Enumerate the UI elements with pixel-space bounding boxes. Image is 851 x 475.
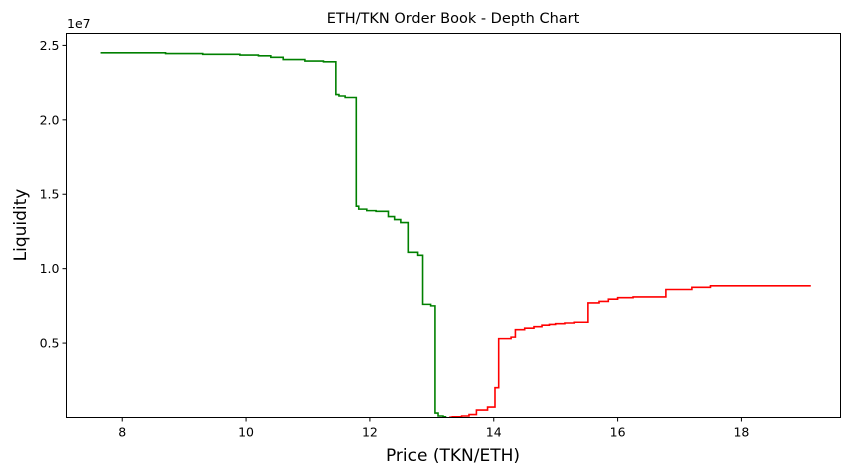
x-axis-label: Price (TKN/ETH): [386, 446, 520, 466]
y-tick-label-4: 2.5: [40, 38, 60, 53]
y-axis-label: Liquidity: [11, 189, 31, 262]
series-line-1: [449, 284, 811, 418]
series-line-0: [100, 52, 447, 418]
x-tick-label-2: 12: [362, 425, 378, 440]
y-tick-label-3: 2.0: [40, 112, 60, 127]
x-tick-label-5: 18: [733, 425, 749, 440]
axis-ticks: 8 10 12 14 16 18 0.5 1.0 1.5 2.0 2.5: [40, 38, 750, 440]
plot-area: [100, 52, 811, 418]
y-tick-label-2: 1.5: [40, 187, 60, 202]
y-offset-text: 1e7: [67, 16, 91, 31]
chart-title: ETH/TKN Order Book - Depth Chart: [327, 11, 580, 27]
y-tick-label-1: 1.0: [40, 261, 60, 276]
plot-frame: [66, 33, 841, 418]
x-tick-label-0: 8: [118, 425, 126, 440]
y-tick-label-0: 0.5: [40, 336, 60, 351]
x-tick-label-1: 10: [238, 425, 254, 440]
x-tick-label-3: 14: [486, 425, 502, 440]
x-tick-label-4: 16: [610, 425, 626, 440]
